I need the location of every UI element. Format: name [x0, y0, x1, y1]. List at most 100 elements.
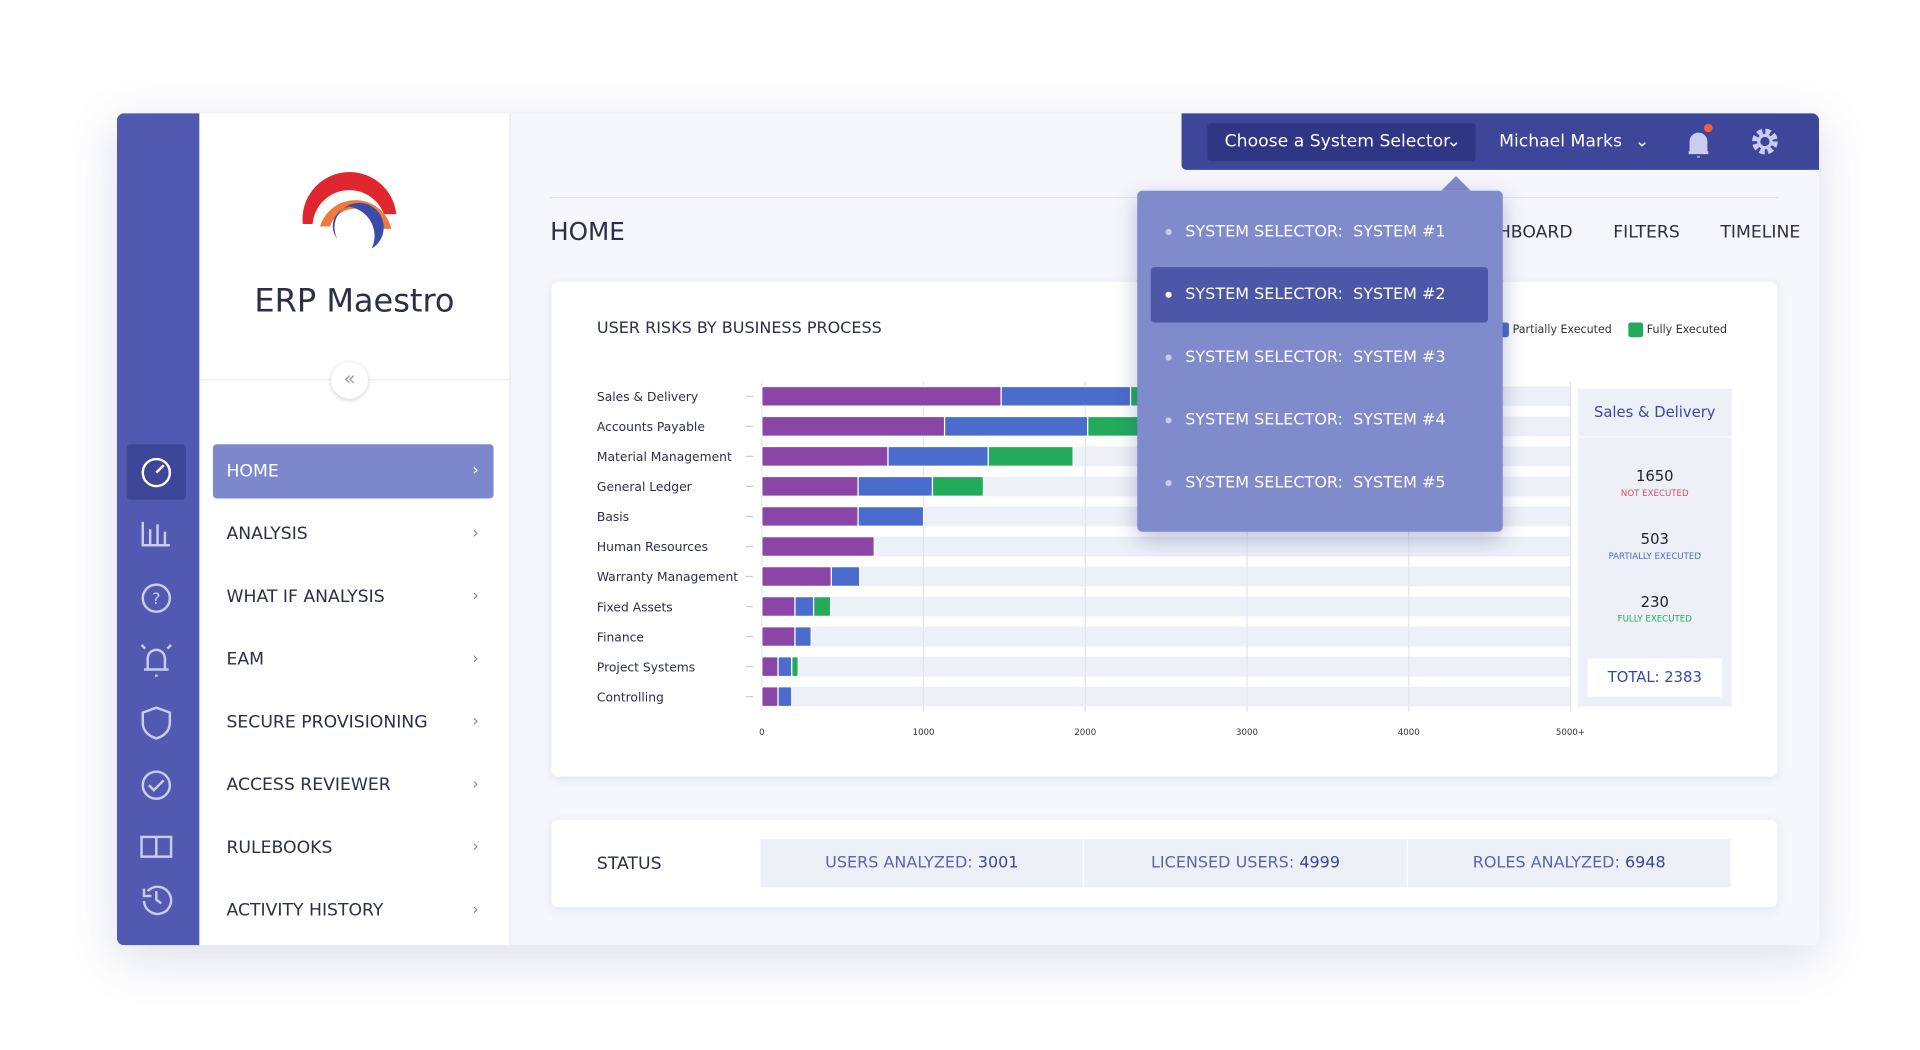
summary-value: 1650	[1635, 467, 1674, 485]
x-tick-label: 3000	[1236, 728, 1258, 738]
dropdown-arrow	[1441, 176, 1471, 191]
menu-label: EAM	[226, 649, 265, 670]
user-name: Michael Marks	[1499, 131, 1623, 152]
rail-icons[interactable]: ?	[117, 446, 199, 946]
dropdown-option[interactable]: SYSTEM SELECTOR: SYSTEM #2	[1150, 267, 1489, 323]
bar-segment	[794, 596, 815, 617]
menu-label: ANALYSIS	[226, 524, 308, 545]
bar-segment	[812, 596, 832, 617]
bar-segment	[761, 566, 833, 587]
dropdown-option[interactable]: SYSTEM SELECTOR: SYSTEM #4	[1151, 393, 1488, 448]
status-value: 4999	[1299, 854, 1341, 873]
summary-value: 230	[1640, 593, 1669, 611]
bar-segment	[761, 596, 796, 617]
status-item: ROLES ANALYZED: 6948	[1408, 839, 1731, 888]
legend-swatch	[1628, 322, 1644, 338]
dropdown-option[interactable]: SYSTEM SELECTOR: SYSTEM #5	[1151, 455, 1488, 510]
tab[interactable]: TIMELINE	[1720, 222, 1801, 243]
chevron: ›	[472, 712, 479, 732]
category-label: Controlling	[597, 690, 664, 704]
status-item: USERS ANALYZED: 3001	[760, 839, 1084, 888]
tab[interactable]: FILTERS	[1613, 222, 1680, 243]
menu-item[interactable]: HOME ›	[212, 444, 494, 499]
bar-segment	[761, 445, 889, 467]
bar-segment	[857, 475, 934, 497]
menu-item[interactable]: ACCESS REVIEWER ›	[213, 758, 494, 812]
menu-label: ACTIVITY HISTORY	[226, 900, 384, 921]
category-label: Sales & Delivery	[597, 390, 698, 404]
status-label: ROLES ANALYZED:	[1472, 854, 1620, 873]
bar-segment	[887, 445, 989, 467]
bar-track	[761, 536, 1571, 557]
chevron: ›	[472, 838, 479, 857]
category-label: Warranty Management	[597, 570, 738, 584]
bar-track	[761, 596, 1571, 617]
chevron: ›	[472, 461, 479, 481]
bar-track	[761, 656, 1571, 677]
total-value: 2383	[1664, 668, 1702, 686]
status-value: 3001	[977, 854, 1019, 873]
bar-segment	[931, 475, 985, 497]
system-dropdown: SYSTEM SELECTOR: SYSTEM #1 SYSTEM SELECTO…	[1137, 190, 1503, 532]
status-title: STATUS	[596, 854, 662, 874]
collapse-button[interactable]: «	[331, 361, 369, 399]
bar-segment	[857, 505, 925, 527]
category-label: Basis	[597, 510, 629, 524]
bar-segment	[761, 656, 779, 678]
user-menu[interactable]: Michael Marks ⌄	[1499, 131, 1650, 152]
x-tick-label: 1000	[913, 728, 935, 738]
x-tick-label: 2000	[1074, 728, 1096, 738]
x-tick-label: 0	[759, 728, 764, 738]
category-label: Material Management	[597, 450, 732, 464]
summary-label: NOT EXECUTED	[1620, 488, 1689, 499]
icon-rail: ?	[116, 113, 200, 946]
menu-label: HOME	[226, 461, 279, 482]
dropdown-option[interactable]: SYSTEM SELECTOR: SYSTEM #3	[1151, 330, 1488, 385]
category-label: Accounts Payable	[597, 420, 705, 434]
menu-label: WHAT IF ANALYSIS	[226, 587, 385, 607]
bar-segment	[1000, 385, 1132, 407]
summary-label: PARTIALLY EXECUTED	[1608, 551, 1702, 562]
category-label: Fixed Assets	[597, 600, 673, 614]
summary-value: 503	[1640, 530, 1669, 548]
chevron: ›	[472, 649, 479, 669]
page-title: HOME	[550, 216, 625, 247]
category-label: Human Resources	[597, 540, 708, 554]
status-value: 6948	[1625, 854, 1666, 873]
x-tick-label: 5000+	[1556, 728, 1585, 738]
bar-segment	[761, 475, 859, 497]
bar-segment	[761, 626, 796, 648]
menu-item[interactable]: SECURE PROVISIONING ›	[213, 695, 494, 749]
menu-item[interactable]: RULEBOOKS ›	[213, 821, 494, 875]
menu-label: RULEBOOKS	[226, 838, 333, 858]
bar-segment	[777, 656, 793, 678]
logo	[302, 172, 397, 249]
chevron: ›	[472, 775, 479, 794]
chart-title: USER RISKS BY BUSINESS PROCESS	[597, 318, 882, 337]
summary-panel: Sales & Delivery 1650 NOT EXECUTED 503 PART…	[1577, 388, 1732, 707]
category-label: Project Systems	[597, 660, 695, 674]
bar-segment	[777, 686, 793, 708]
svg-text:?: ?	[152, 589, 161, 608]
category-label: General Ledger	[597, 480, 693, 494]
chevron: ›	[472, 524, 479, 543]
bar-segment	[761, 385, 1002, 407]
menu-label: SECURE PROVISIONING	[226, 712, 428, 733]
status-item: LICENSED USERS: 4999	[1084, 839, 1407, 888]
menu-item[interactable]: ACTIVITY HISTORY ›	[213, 884, 494, 938]
bar-segment	[830, 566, 861, 587]
bar-segment	[761, 505, 859, 527]
menu-item[interactable]: ANALYSIS ›	[213, 507, 494, 561]
system-selector[interactable]: Choose a System Selector ⌄	[1207, 123, 1476, 162]
menu-item[interactable]: WHAT IF ANALYSIS ›	[213, 570, 494, 624]
top-icons[interactable]	[1674, 123, 1819, 162]
status-card: STATUS USERS ANALYZED: 3001 LICENSED USER…	[551, 819, 1778, 908]
chart-card: USER RISKS BY BUSINESS PROCESS 0 1000 2000 3…	[551, 281, 1778, 777]
summary-label: FULLY EXECUTED	[1617, 614, 1692, 625]
menu-item[interactable]: EAM ›	[213, 633, 494, 687]
legend-label: Fully Executed	[1647, 323, 1727, 336]
sidebar: ERP Maestro « HOME › ANALYSIS › WHAT IF ANAL…	[199, 113, 511, 946]
summary-total: TOTAL: 2383	[1587, 658, 1722, 697]
dropdown-option[interactable]: SYSTEM SELECTOR: SYSTEM #1	[1151, 204, 1488, 259]
